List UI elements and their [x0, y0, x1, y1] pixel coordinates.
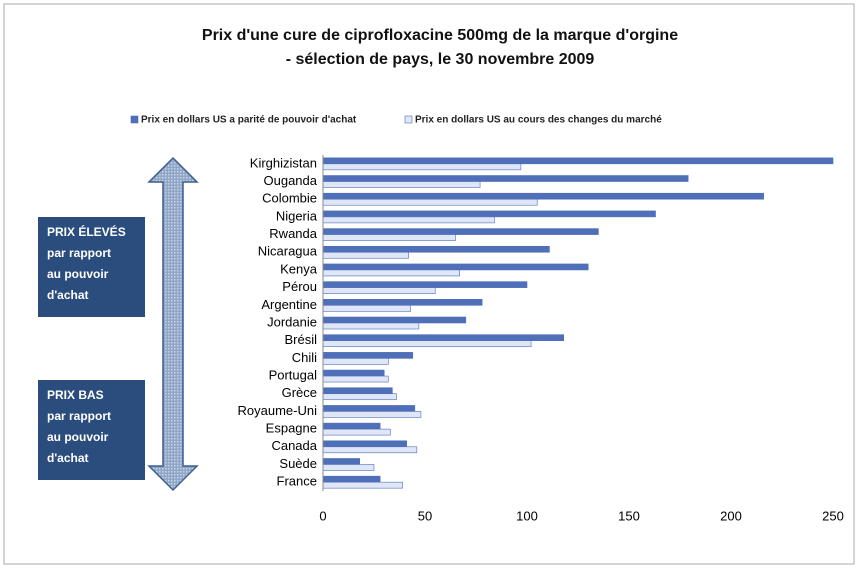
bar [322, 352, 414, 359]
y-tick-label: France [277, 474, 317, 489]
annotation: au pouvoir [47, 430, 109, 444]
y-tick-label: Espagne [266, 421, 317, 436]
chart-title: - sélection de pays, le 30 novembre 2009 [286, 51, 595, 68]
y-tick-label: Kirghizistan [250, 155, 317, 170]
legend-label: Prix en dollars US a parité de pouvoir d… [141, 115, 357, 126]
bar [322, 269, 460, 277]
bar [322, 458, 361, 465]
bar [322, 228, 599, 235]
annotation: par rapport [47, 246, 111, 260]
annotation: PRIX BAS [47, 388, 104, 402]
bar [322, 263, 589, 271]
bar [322, 198, 538, 206]
bar [322, 446, 418, 454]
bar [322, 210, 656, 218]
y-tick-label: Rwanda [269, 226, 317, 241]
bar [322, 299, 483, 306]
y-tick-label: Kenya [280, 261, 318, 276]
bar [322, 481, 403, 489]
bar [322, 234, 456, 241]
annotation: d'achat [47, 451, 89, 465]
x-tick-label: 0 [319, 508, 326, 523]
chart-title: Prix d'une cure de ciprofloxacine 500mg … [202, 27, 678, 44]
bar [322, 340, 532, 347]
y-tick-label: Suède [279, 456, 317, 471]
x-tick-label: 200 [720, 508, 742, 523]
box-low [38, 380, 145, 480]
bar [322, 175, 689, 182]
bar [322, 287, 436, 294]
legend-swatch [404, 115, 413, 124]
bar [322, 387, 393, 395]
bar [322, 157, 834, 165]
y-tick-label: Ouganda [264, 173, 318, 188]
bar [322, 358, 389, 365]
y-tick-label: Nigeria [276, 208, 318, 223]
y-tick-label: Portugal [269, 367, 318, 382]
y-tick-label: Canada [271, 438, 317, 453]
bar [322, 316, 467, 324]
bar [322, 245, 550, 253]
bar [322, 216, 495, 224]
bar [322, 163, 522, 171]
y-tick-label: Royaume-Uni [238, 403, 318, 418]
x-tick-label: 50 [418, 508, 432, 523]
bar [322, 369, 385, 377]
bar [322, 375, 389, 383]
x-tick-label: 250 [822, 508, 844, 523]
bar [322, 422, 381, 430]
x-tick-label: 150 [618, 508, 640, 523]
bar [322, 181, 481, 188]
bar [322, 411, 422, 418]
y-tick-label: Brésil [284, 332, 317, 347]
bar [322, 464, 375, 471]
y-tick-label: Grèce [282, 385, 317, 400]
annotation: d'achat [47, 288, 89, 302]
bar [322, 192, 764, 200]
bar [322, 305, 412, 312]
bar [322, 322, 420, 330]
arrow [147, 156, 199, 492]
bar [322, 405, 416, 412]
annotation: PRIX ÉLEVÉS [47, 224, 126, 239]
legend-swatch [130, 115, 139, 124]
x-tick-label: 100 [516, 508, 538, 523]
y-tick-label: Chili [292, 350, 317, 365]
bar [322, 251, 409, 259]
box-high [38, 217, 145, 317]
bar [322, 475, 381, 483]
y-tick-label: Nicaragua [258, 244, 318, 259]
annotation: au pouvoir [47, 267, 109, 281]
y-tick-label: Colombie [262, 191, 317, 206]
bar [322, 393, 397, 401]
y-tick-label: Jordanie [267, 314, 317, 329]
legend-label: Prix en dollars US au cours des changes … [415, 115, 662, 126]
annotation: par rapport [47, 409, 111, 423]
bar [322, 281, 528, 288]
y-tick-label: Pérou [282, 279, 317, 294]
y-tick-label: Argentine [261, 297, 317, 312]
bar [322, 428, 391, 436]
bar [322, 334, 565, 341]
bar [322, 440, 407, 448]
